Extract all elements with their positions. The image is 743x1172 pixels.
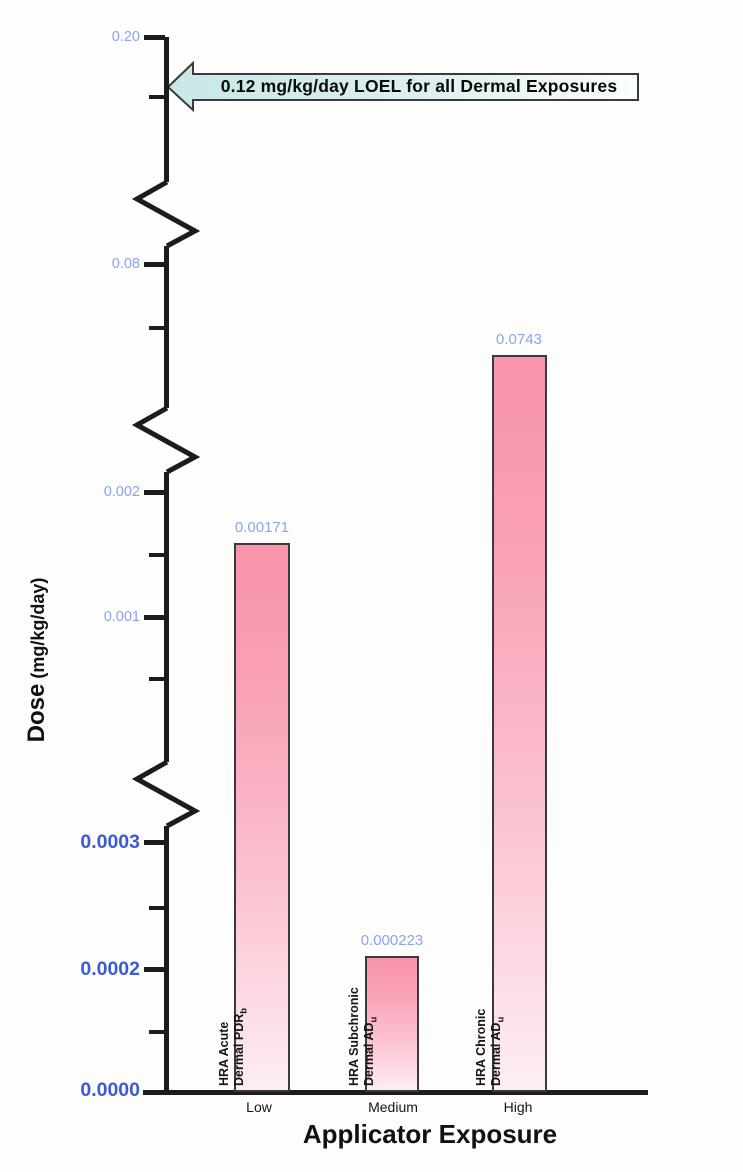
x-category-label: Medium xyxy=(368,1099,418,1115)
y-axis-minor-tick xyxy=(149,1030,165,1034)
bar-description-line: Dermal PDRb xyxy=(232,1007,250,1086)
y-axis-minor-tick xyxy=(149,95,165,99)
y-tick-label: 0.20 xyxy=(111,29,140,45)
y-axis-minor-tick xyxy=(149,677,165,681)
y-axis-line xyxy=(164,246,169,408)
y-axis-minor-tick xyxy=(149,553,165,557)
y-axis-tick xyxy=(144,35,165,40)
bar-description-low: HRA Acute Dermal PDRb xyxy=(217,964,250,1086)
y-tick-label: 0.001 xyxy=(103,609,140,625)
y-tick-label: 0.0002 xyxy=(80,958,140,980)
axis-break-icon xyxy=(131,179,201,249)
bar-value-label: 0.00171 xyxy=(234,519,290,536)
x-category-label: Low xyxy=(246,1099,272,1115)
axis-break-icon xyxy=(131,759,201,829)
axis-break-icon xyxy=(131,405,201,475)
bar-description-line: HRA Subchronic xyxy=(347,987,361,1086)
y-tick-label: 0.08 xyxy=(111,256,140,272)
loel-annotation-text: 0.12 mg/kg/day LOEL for all Dermal Expos… xyxy=(220,76,618,96)
y-tick-label: 0.0000 xyxy=(80,1079,140,1101)
bar-value-label: 0.000223 xyxy=(360,932,424,949)
y-axis-tick xyxy=(144,840,165,845)
bar-description-subscript: b xyxy=(238,1007,250,1014)
bar-low xyxy=(234,543,290,1092)
bar-medium xyxy=(365,956,419,1092)
y-axis-minor-tick xyxy=(149,326,165,330)
y-tick-label: 0.002 xyxy=(103,484,140,500)
x-axis-title: Applicator Exposure xyxy=(302,1119,558,1149)
y-axis-tick xyxy=(144,490,165,495)
bar-high xyxy=(492,355,547,1092)
x-category-label: High xyxy=(503,1099,533,1115)
y-axis-tick xyxy=(144,967,165,972)
y-axis-minor-tick xyxy=(149,906,165,910)
bar-description-subscript: u xyxy=(495,1016,507,1023)
y-axis-line xyxy=(164,472,169,762)
bar-description-line: Dermal ADu xyxy=(362,1016,380,1086)
x-axis-line xyxy=(143,1090,648,1095)
y-axis-tick xyxy=(144,262,165,267)
y-axis-line xyxy=(164,826,169,1092)
bar-description-line: Dermal ADu xyxy=(489,1016,507,1086)
y-axis-title-unit: (mg/kg/day) xyxy=(28,577,48,684)
bar-description-medium: HRA Subchronic Dermal ADu xyxy=(347,964,380,1086)
y-axis-line xyxy=(164,37,169,182)
bar-description-subscript: u xyxy=(368,1016,380,1023)
bar-value-label: 0.0743 xyxy=(496,331,542,348)
y-tick-label: 0.0003 xyxy=(80,831,140,853)
bar-description-line: HRA Acute xyxy=(217,1021,231,1086)
y-axis-title-main: Dose xyxy=(23,683,50,743)
bar-description-line: HRA Chronic xyxy=(474,1008,488,1086)
y-axis-title: Dose (mg/kg/day) xyxy=(23,530,53,790)
bar-description-high: HRA Chronic Dermal ADu xyxy=(474,964,507,1086)
y-axis-tick xyxy=(144,615,165,620)
